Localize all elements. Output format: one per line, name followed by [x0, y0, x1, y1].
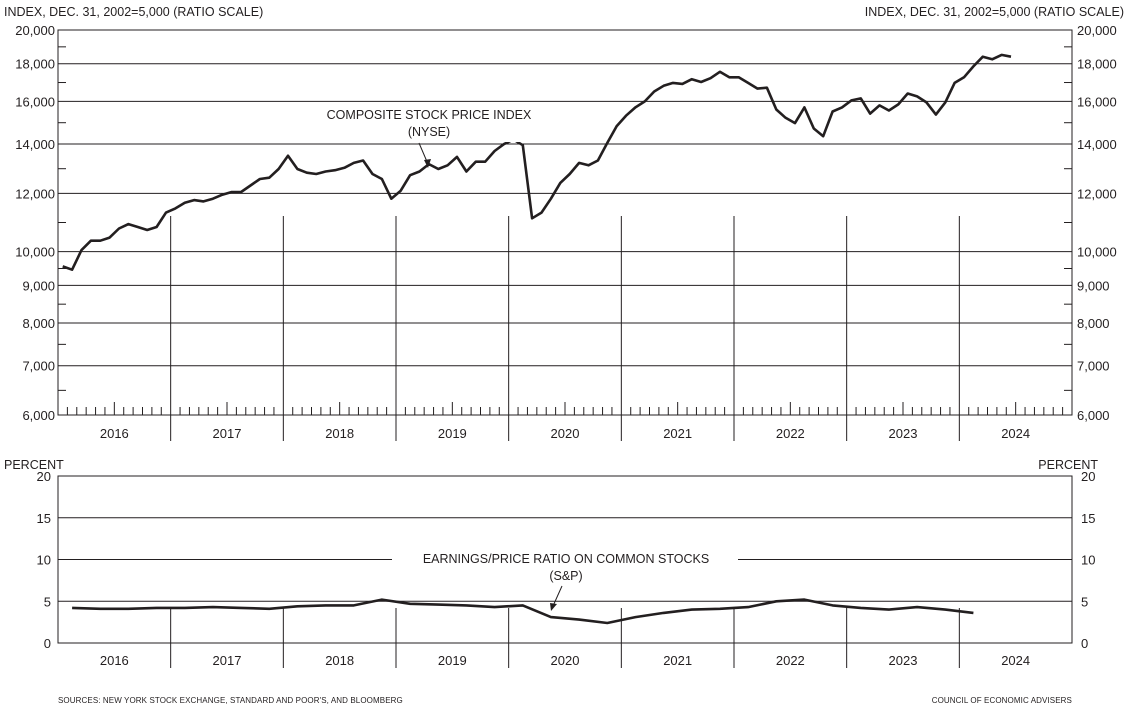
earnings-price-series-line — [72, 598, 974, 625]
earnings-price-right-tick-labels: 0 5 10 15 20 — [1081, 469, 1095, 651]
stock-index-right-tick-label: 8,000 — [1077, 316, 1110, 331]
stock-index-left-tick-label: 12,000 — [15, 186, 55, 201]
stock-index-year-label: 2021 — [663, 426, 692, 441]
earnings-price-year-label: 2020 — [551, 653, 580, 668]
stock-index-year-label: 2020 — [551, 426, 580, 441]
earnings-price-year-dividers — [170, 608, 960, 668]
stock-index-left-tick-label: 16,000 — [15, 94, 55, 109]
stock-index-annotation-arrowhead — [424, 159, 431, 168]
stock-index-annotation-line2: (NYSE) — [408, 125, 450, 139]
earnings-price-year-label: 2021 — [663, 653, 692, 668]
stock-index-left-tick-labels: 6,000 7,000 8,000 9,000 10,000 12,000 14,000 16… — [15, 23, 55, 423]
earnings-price-year-label: 2023 — [889, 653, 918, 668]
stock-index-year-label: 2016 — [100, 426, 129, 441]
stock-index-right-tick-label: 10,000 — [1077, 245, 1117, 260]
stock-index-right-tick-label: 20,000 — [1077, 23, 1117, 38]
stock-index-right-tick-label: 18,000 — [1077, 57, 1117, 72]
stock-index-right-tick-label: 14,000 — [1077, 137, 1117, 152]
stock-index-left-tick-label: 6,000 — [22, 408, 55, 423]
stock-index-plot-frame — [57, 29, 1073, 416]
stock-index-left-tick-label: 14,000 — [15, 137, 55, 152]
stock-index-left-tick-label: 8,000 — [22, 316, 55, 331]
earnings-price-left-tick-label: 20 — [37, 469, 51, 484]
stock-index-annotation-background — [298, 104, 562, 142]
earnings-price-year-label: 2024 — [1001, 653, 1030, 668]
earnings-price-annotation-line2: (S&P) — [549, 569, 582, 583]
stock-index-year-label: 2018 — [325, 426, 354, 441]
earnings-price-left-tick-label: 15 — [37, 511, 51, 526]
earnings-price-left-tick-label: 5 — [44, 594, 51, 609]
earnings-price-year-label: 2022 — [776, 653, 805, 668]
stock-index-year-dividers — [170, 216, 960, 441]
credit-note: COUNCIL OF ECONOMIC ADVISERS — [932, 696, 1072, 705]
stock-index-month-ticks — [66, 402, 1064, 415]
earnings-price-annotation-line1: EARNINGS/PRICE RATIO ON COMMON STOCKS — [423, 552, 709, 566]
earnings-price-left-tick-labels: 0 5 10 15 20 — [37, 469, 51, 651]
stock-index-left-tick-label: 20,000 — [15, 23, 55, 38]
earnings-price-year-label: 2018 — [325, 653, 354, 668]
stock-index-left-axis-title: INDEX, DEC. 31, 2002=5,000 (RATIO SCALE) — [4, 5, 263, 19]
earnings-price-plot-frame — [57, 475, 1073, 644]
stock-index-right-tick-labels: 6,000 7,000 8,000 9,000 10,000 12,000 14,000 16… — [1077, 23, 1117, 423]
earnings-price-right-tick-label: 5 — [1081, 594, 1088, 609]
stock-index-year-label: 2023 — [889, 426, 918, 441]
stock-index-panel: INDEX, DEC. 31, 2002=5,000 (RATIO SCALE)… — [4, 5, 1124, 441]
stock-index-year-label: 2022 — [776, 426, 805, 441]
stock-index-right-tick-label: 9,000 — [1077, 278, 1110, 293]
stock-index-right-tick-label: 16,000 — [1077, 94, 1117, 109]
stock-index-right-tick-label: 7,000 — [1077, 359, 1110, 374]
earnings-price-left-tick-label: 0 — [44, 636, 51, 651]
stock-index-year-labels: 2016 2017 2018 2019 2020 2021 2022 2023 2024 — [100, 426, 1030, 441]
earnings-price-left-axis-title: PERCENT — [4, 458, 64, 472]
earnings-price-year-label: 2016 — [100, 653, 129, 668]
earnings-price-right-tick-label: 20 — [1081, 469, 1095, 484]
earnings-price-annotation-arrowhead — [550, 603, 557, 611]
earnings-price-right-tick-label: 0 — [1081, 636, 1088, 651]
earnings-price-right-tick-label: 10 — [1081, 553, 1095, 568]
stock-index-series-line — [62, 53, 1012, 271]
stock-index-left-tick-label: 9,000 — [22, 278, 55, 293]
earnings-price-year-labels: 2016 2017 2018 2019 2020 2021 2022 2023 2024 — [100, 653, 1030, 668]
stock-index-year-label: 2017 — [213, 426, 242, 441]
stock-index-year-label: 2019 — [438, 426, 467, 441]
earnings-price-annotation-arrow — [552, 585, 563, 607]
earnings-price-year-label: 2019 — [438, 653, 467, 668]
stock-index-left-tick-label: 18,000 — [15, 57, 55, 72]
earnings-price-right-tick-label: 15 — [1081, 511, 1095, 526]
earnings-price-right-axis-title: PERCENT — [1038, 458, 1098, 472]
stock-index-right-tick-label: 6,000 — [1077, 408, 1110, 423]
earnings-price-year-label: 2017 — [213, 653, 242, 668]
stock-index-right-axis-title: INDEX, DEC. 31, 2002=5,000 (RATIO SCALE) — [865, 5, 1124, 19]
earnings-price-annotation-background — [392, 550, 738, 584]
stock-index-annotation-line1: COMPOSITE STOCK PRICE INDEX — [327, 108, 532, 122]
stock-index-left-tick-label: 7,000 — [22, 359, 55, 374]
sources-note: SOURCES: NEW YORK STOCK EXCHANGE, STANDA… — [58, 696, 403, 705]
earnings-price-left-tick-label: 10 — [37, 553, 51, 568]
stock-index-year-label: 2024 — [1001, 426, 1030, 441]
stock-index-right-tick-label: 12,000 — [1077, 186, 1117, 201]
stock-index-left-tick-label: 10,000 — [15, 245, 55, 260]
